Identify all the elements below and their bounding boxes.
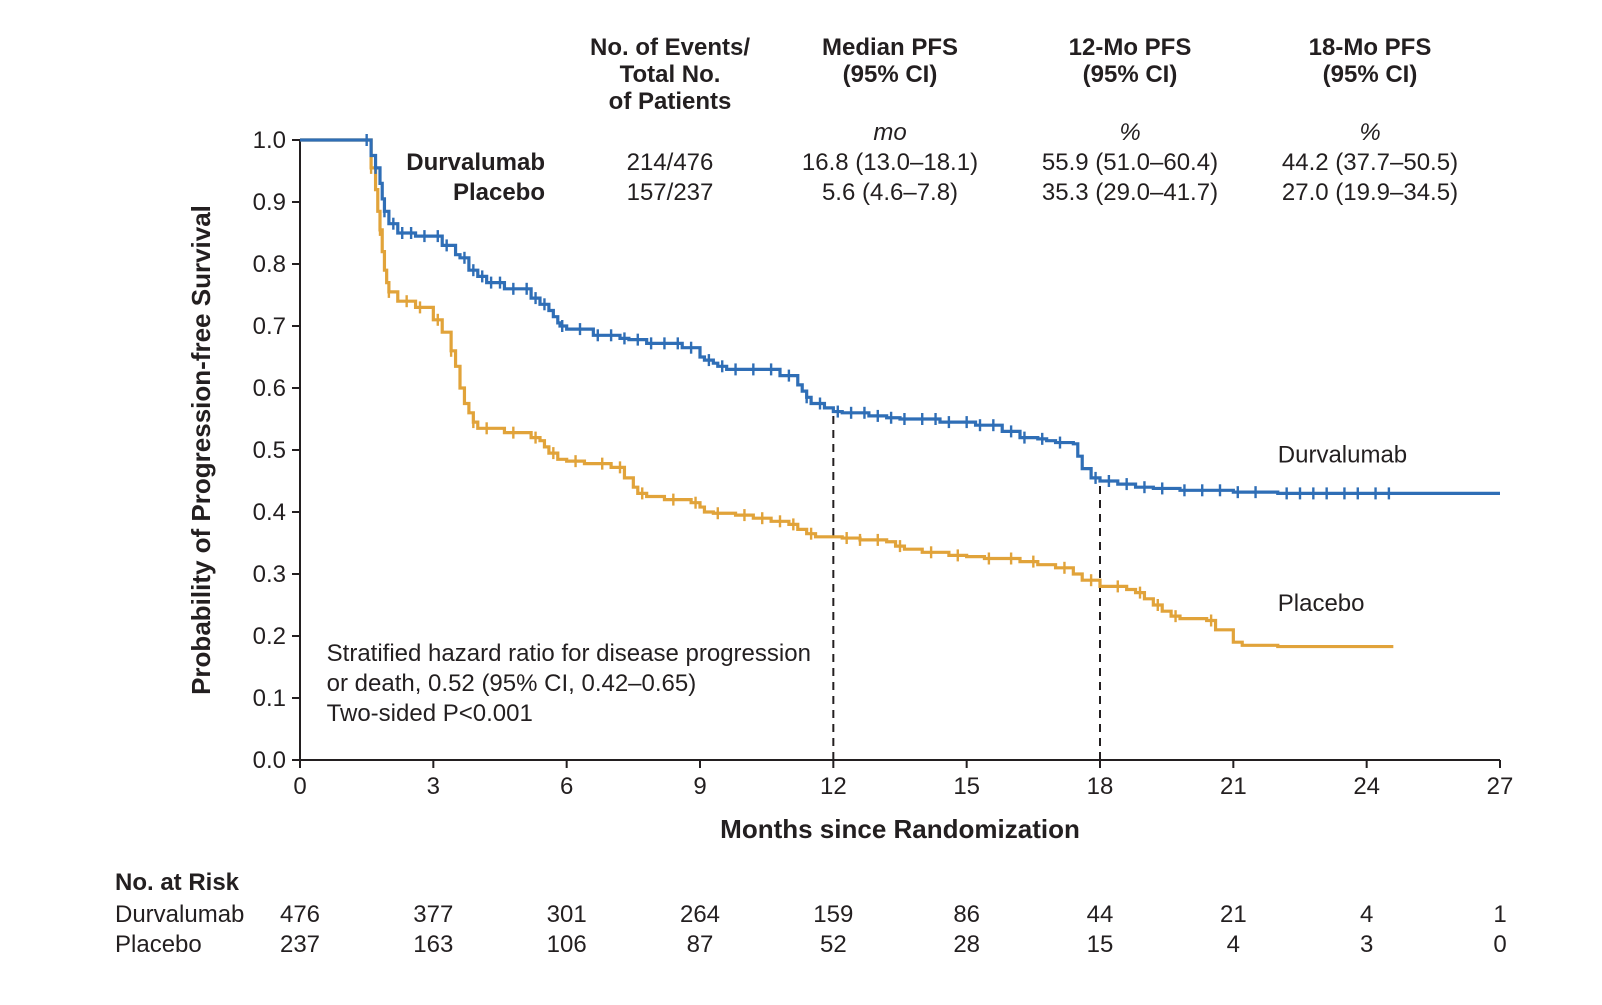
table-header: No. of Events/ — [590, 34, 750, 61]
y-tick-label: 0.9 — [253, 189, 286, 216]
curve-label-durvalumab: Durvalumab — [1278, 441, 1407, 468]
risk-cell: 15 — [1087, 931, 1114, 958]
table-header: 18-Mo PFS — [1309, 34, 1432, 61]
x-tick-label: 15 — [953, 773, 980, 800]
table-header: Median PFS — [822, 34, 958, 61]
risk-cell: 87 — [687, 931, 714, 958]
table-cell: 5.6 (4.6–7.8) — [822, 179, 958, 206]
x-tick-label: 6 — [560, 773, 573, 800]
y-tick-label: 0.8 — [253, 251, 286, 278]
hazard-ratio-annotation: Two-sided P<0.001 — [327, 700, 533, 727]
table-row-label: Durvalumab — [406, 149, 545, 176]
curve-label-placebo: Placebo — [1278, 590, 1365, 617]
y-tick-label: 0.5 — [253, 437, 286, 464]
risk-cell: 4 — [1227, 931, 1240, 958]
table-header: 12-Mo PFS — [1069, 34, 1192, 61]
table-row-label: Placebo — [453, 179, 545, 206]
x-tick-label: 27 — [1487, 773, 1514, 800]
x-tick-label: 24 — [1353, 773, 1380, 800]
table-unit: mo — [873, 119, 906, 146]
table-unit: % — [1359, 119, 1380, 146]
risk-cell: 377 — [413, 901, 453, 928]
table-header: Total No. — [620, 61, 721, 88]
table-cell: 16.8 (13.0–18.1) — [802, 149, 978, 176]
risk-cell: 301 — [547, 901, 587, 928]
x-tick-label: 21 — [1220, 773, 1247, 800]
y-tick-label: 0.6 — [253, 375, 286, 402]
risk-row-label: Placebo — [115, 931, 202, 958]
x-axis-label: Months since Randomization — [720, 814, 1080, 844]
risk-cell: 3 — [1360, 931, 1373, 958]
y-tick-label: 0.3 — [253, 561, 286, 588]
km-chart-svg: 0.00.10.20.30.40.50.60.70.80.91.00369121… — [20, 20, 1580, 985]
risk-cell: 28 — [953, 931, 980, 958]
table-cell: 214/476 — [627, 149, 714, 176]
table-header: (95% CI) — [1083, 61, 1178, 88]
table-header: (95% CI) — [1323, 61, 1418, 88]
y-tick-label: 1.0 — [253, 127, 286, 154]
y-tick-label: 0.4 — [253, 499, 286, 526]
table-unit: % — [1119, 119, 1140, 146]
x-tick-label: 18 — [1087, 773, 1114, 800]
y-tick-label: 0.1 — [253, 685, 286, 712]
risk-cell: 264 — [680, 901, 720, 928]
table-cell: 55.9 (51.0–60.4) — [1042, 149, 1218, 176]
risk-cell: 44 — [1087, 901, 1114, 928]
risk-table-header: No. at Risk — [115, 869, 240, 896]
hazard-ratio-annotation: or death, 0.52 (95% CI, 0.42–0.65) — [327, 670, 697, 697]
table-cell: 44.2 (37.7–50.5) — [1282, 149, 1458, 176]
km-chart-container: 0.00.10.20.30.40.50.60.70.80.91.00369121… — [20, 20, 1580, 985]
table-cell: 35.3 (29.0–41.7) — [1042, 179, 1218, 206]
x-tick-label: 3 — [427, 773, 440, 800]
risk-row-label: Durvalumab — [115, 901, 244, 928]
risk-cell: 86 — [953, 901, 980, 928]
table-cell: 27.0 (19.9–34.5) — [1282, 179, 1458, 206]
table-header: (95% CI) — [843, 61, 938, 88]
y-tick-label: 0.0 — [253, 747, 286, 774]
risk-cell: 4 — [1360, 901, 1373, 928]
x-tick-label: 9 — [693, 773, 706, 800]
risk-cell: 52 — [820, 931, 847, 958]
y-axis-label: Probability of Progression-free Survival — [186, 205, 216, 695]
risk-cell: 106 — [547, 931, 587, 958]
risk-cell: 237 — [280, 931, 320, 958]
risk-cell: 476 — [280, 901, 320, 928]
risk-cell: 0 — [1493, 931, 1506, 958]
hazard-ratio-annotation: Stratified hazard ratio for disease prog… — [327, 640, 811, 667]
y-tick-label: 0.7 — [253, 313, 286, 340]
y-tick-label: 0.2 — [253, 623, 286, 650]
x-tick-label: 12 — [820, 773, 847, 800]
table-header: of Patients — [609, 88, 732, 115]
risk-cell: 1 — [1493, 901, 1506, 928]
x-tick-label: 0 — [293, 773, 306, 800]
table-cell: 157/237 — [627, 179, 714, 206]
risk-cell: 159 — [813, 901, 853, 928]
risk-cell: 21 — [1220, 901, 1247, 928]
risk-cell: 163 — [413, 931, 453, 958]
